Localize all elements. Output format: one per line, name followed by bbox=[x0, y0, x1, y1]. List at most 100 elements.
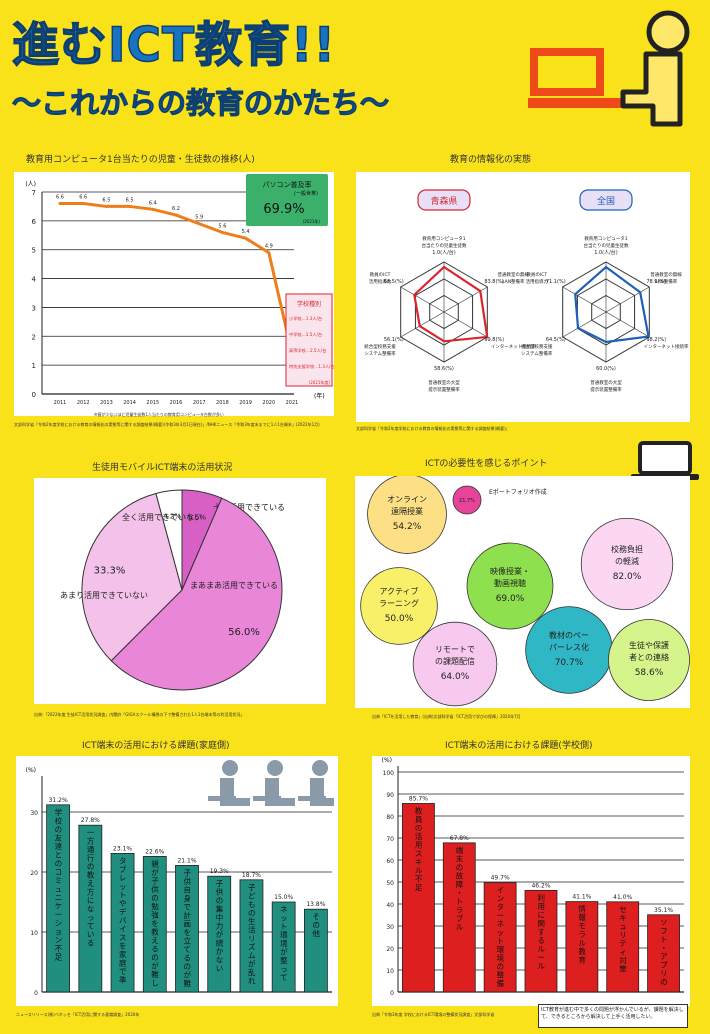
bar-value-label: 13.8% bbox=[306, 901, 325, 908]
data-label: 6.5 bbox=[126, 197, 134, 203]
breakdown-item: 特別支援学校…1.3人/台 bbox=[289, 363, 334, 370]
bar bbox=[271, 901, 296, 993]
x-tick-label: 2020 bbox=[262, 400, 275, 406]
poster-title: 進むICT教育!! bbox=[11, 17, 336, 74]
y-tick-label: 2 bbox=[32, 333, 36, 341]
radar-axis-label: 教育用コンピュータ1 bbox=[422, 235, 465, 242]
y-tick-label: 40 bbox=[386, 902, 394, 909]
bubble-label: 教材のペー bbox=[549, 630, 589, 640]
region-badge bbox=[417, 189, 471, 211]
bar-category-label: セキュリティ対策 bbox=[619, 905, 627, 974]
breakdown-title: 学校種別 bbox=[297, 300, 321, 308]
pc-rate-box bbox=[246, 174, 328, 226]
x-tick-label: 2021 bbox=[286, 400, 299, 406]
pie-value: 6.5% bbox=[188, 514, 206, 522]
panel1-source: 文部科学省「令和2年度学校における教育の情報化の実態等に関する調査結果(概要)(… bbox=[14, 422, 320, 427]
radar-axis-label: 提示装置整備率 bbox=[428, 386, 460, 393]
radar-axis-label: 教育用コンピュータ1 bbox=[584, 235, 627, 242]
data-point bbox=[244, 236, 248, 240]
radar-axis-label: 普通教室の無線 bbox=[650, 271, 682, 278]
y-tick-label: 90 bbox=[386, 792, 394, 799]
radar-axis-label: 普通教室の大型 bbox=[428, 379, 460, 386]
bar-category-label: 子供の集中力が続かない bbox=[216, 879, 224, 973]
bar bbox=[606, 901, 640, 993]
radar-axis-label: LAN整備率 bbox=[655, 278, 678, 285]
radar-axis-label: インターネット接続率 bbox=[644, 343, 689, 350]
bar bbox=[46, 804, 71, 993]
panel3-source: 出典:「2022年度 生徒ICT活用状況調査」内閣府「GIGAスクール構想の下で… bbox=[34, 712, 245, 717]
bar-chart-home: 0 10 20 30 (%) 31.2% 学校の友達とのコミュニケーション不足 27.8% 一方… bbox=[26, 767, 332, 997]
panel5-title: ICT端末の活用における課題(家庭側) bbox=[82, 741, 230, 751]
y-tick-label: 100 bbox=[383, 770, 395, 777]
bubble-label: 遠隔授業 bbox=[391, 506, 423, 516]
radar-axis bbox=[605, 311, 650, 338]
y-axis-label: (人) bbox=[25, 181, 36, 188]
bubble bbox=[466, 542, 554, 630]
bubble-label: リモートで bbox=[435, 645, 475, 654]
y-tick-label: 10 bbox=[386, 968, 394, 975]
data-point bbox=[151, 207, 155, 211]
y-axis-label: (%) bbox=[382, 757, 392, 764]
panel-info-radar: 青森県 1.0(人/台) 教育用コンピュータ1 台当たりの児童生徒数 83.8(%) 普通… bbox=[356, 172, 690, 422]
bar-value-label: 21.1% bbox=[177, 857, 196, 864]
radar-axis-label: 教員のICT bbox=[526, 271, 547, 278]
y-tick-label: 80 bbox=[386, 814, 394, 821]
bar-value-label: 67.8% bbox=[450, 835, 469, 842]
y-tick-label: 7 bbox=[32, 189, 36, 197]
pie-value: 4.2% bbox=[163, 513, 181, 521]
panel5-source: ニュースリリース(株)ベネッセ「ICT活用に関する意識調査」2020年 bbox=[16, 1012, 140, 1017]
radar-value: 99.8(%) bbox=[484, 337, 504, 343]
panel1-title: 教育用コンピュータ1台当たりの児童・生徒数の推移(人) bbox=[26, 155, 255, 165]
pie-slice bbox=[110, 497, 283, 691]
region-badge bbox=[579, 189, 633, 211]
poster-subtitle: 〜これからの教育のかたち〜 bbox=[11, 86, 390, 121]
radar-axis-label: 活用指導力 bbox=[525, 278, 548, 285]
data-point bbox=[128, 204, 132, 208]
bar-value-label: 35.1% bbox=[654, 907, 673, 914]
bubble-label: アクティブ bbox=[379, 586, 418, 596]
radar-value: 58.6(%) bbox=[434, 366, 454, 372]
bubble-label: 生徒や保護 bbox=[629, 640, 669, 650]
radar-axis bbox=[400, 311, 445, 338]
bar-value-label: 19.3% bbox=[210, 868, 229, 875]
radar-axis-label: LAN整備率 bbox=[502, 278, 525, 285]
bubble bbox=[580, 517, 674, 611]
radar-value: 71.1(%) bbox=[546, 279, 566, 285]
bar-value-label: 49.7% bbox=[491, 875, 510, 882]
radar-axis-label: 統合型校務支援 bbox=[521, 343, 553, 350]
x-tick-label: 2014 bbox=[123, 400, 136, 406]
bar bbox=[402, 803, 435, 993]
y-tick-label: 4 bbox=[32, 276, 37, 284]
data-point bbox=[58, 202, 62, 206]
radar-value: 68.5(%) bbox=[384, 279, 404, 285]
y-tick-label: 6 bbox=[32, 218, 37, 226]
data-label: 5.4 bbox=[242, 229, 250, 235]
radar-axis-label: 台当たりの児童生徒数 bbox=[422, 242, 467, 249]
region-name: 全国 bbox=[597, 195, 615, 207]
panel-computers-per-pc: 0 1 2 3 4 5 6 7 (人) (年) 6.6 2011 6.6 2012 6.5 2013 6.5 20… bbox=[14, 172, 335, 416]
breakdown-item: 小学校…1.3人/台 bbox=[289, 315, 322, 322]
radar-series bbox=[574, 265, 650, 344]
bar-category-label: 利用に関するルール bbox=[538, 892, 546, 970]
y-tick-label: 0 bbox=[390, 990, 394, 997]
bubble-value: 58.6% bbox=[635, 668, 664, 678]
radar-axis-label: 普通教室の大型 bbox=[590, 379, 622, 386]
bubble-label: の軽減 bbox=[615, 556, 639, 566]
y-tick-label: 3 bbox=[32, 304, 36, 312]
y-tick-label: 0 bbox=[32, 391, 36, 399]
bubble-value: 54.2% bbox=[393, 522, 422, 532]
y-tick-label: 70 bbox=[386, 836, 394, 843]
x-tick-label: 2011 bbox=[54, 400, 67, 406]
data-label: 6.2 bbox=[172, 206, 180, 212]
radar-axis-label: システム整備率 bbox=[521, 350, 553, 357]
x-tick-label: 2018 bbox=[216, 400, 229, 406]
bubble-label: 映像授業・ bbox=[490, 566, 530, 576]
radar-axis bbox=[400, 286, 445, 313]
bar-category-label: ネット環境が整って bbox=[280, 905, 288, 982]
data-point bbox=[81, 202, 85, 206]
panel2-title: 教育の情報化の実態 bbox=[450, 155, 532, 165]
pc-rate-value: 69.9% bbox=[263, 202, 304, 217]
y-tick-label: 60 bbox=[386, 858, 394, 865]
